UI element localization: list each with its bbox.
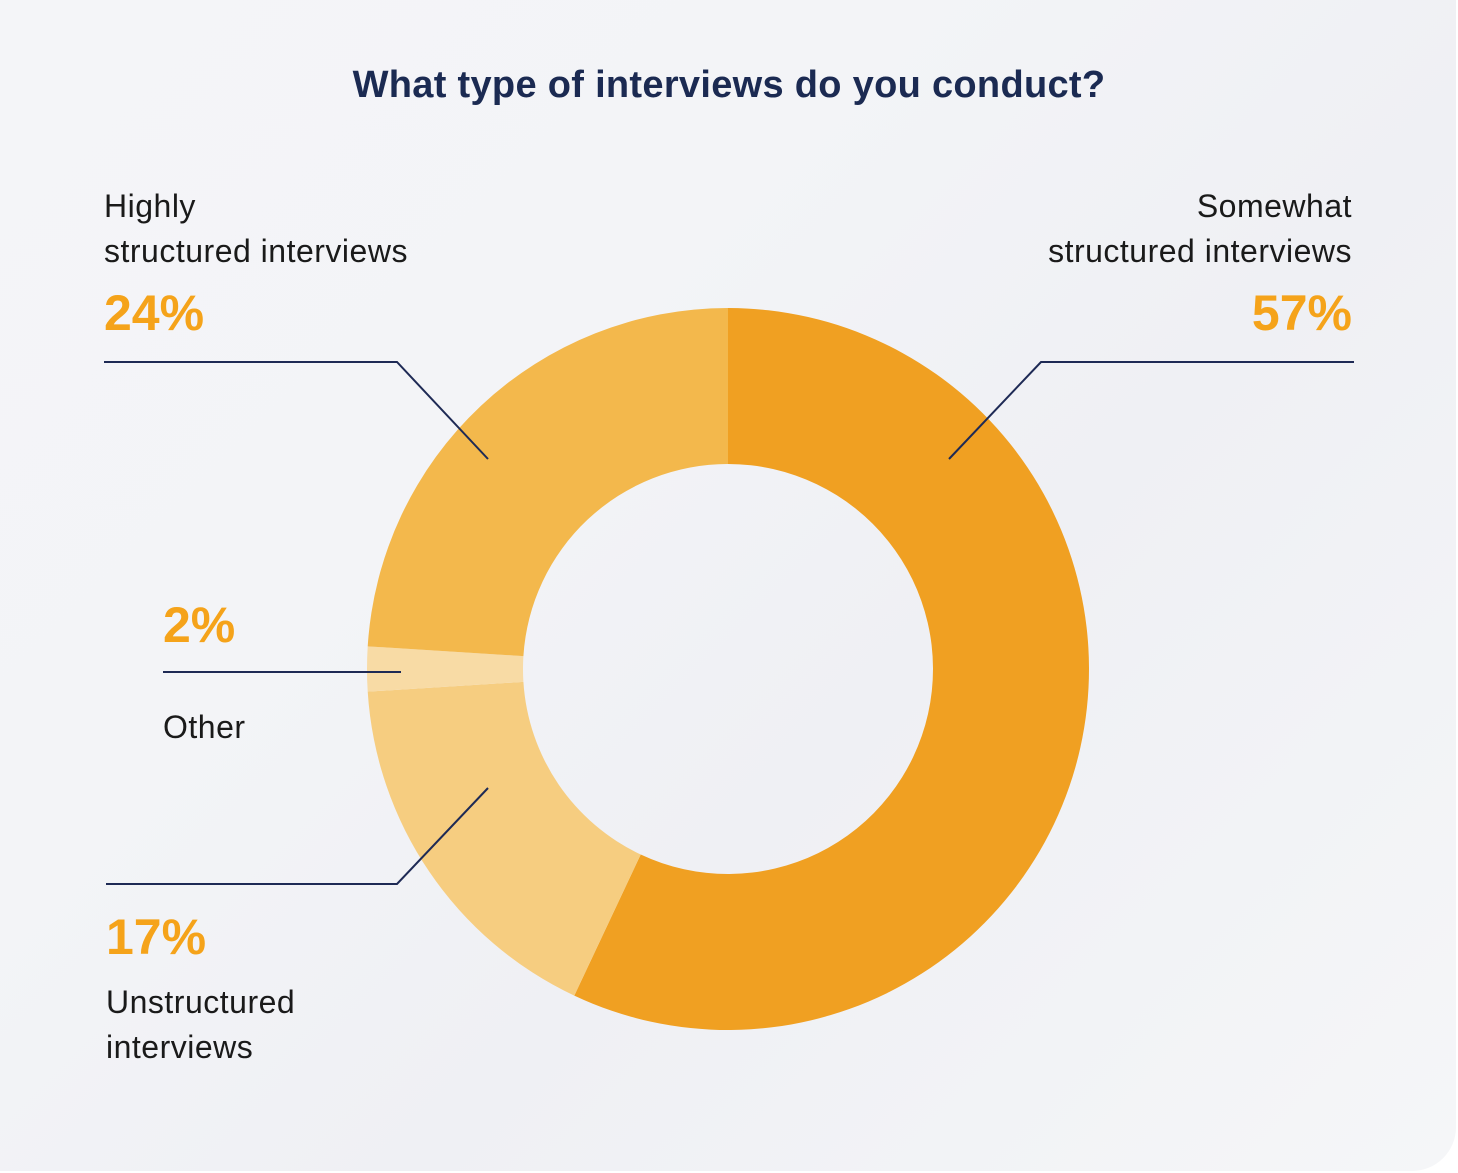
- label-somewhat-structured: Somewhat structured interviews: [1048, 184, 1352, 274]
- donut-slice-other: [366, 646, 524, 692]
- label-somewhat-line1: Somewhat: [1196, 188, 1352, 224]
- label-other: Other: [163, 709, 246, 745]
- pct-unstructured: 17%: [106, 909, 207, 965]
- donut-slices: [366, 308, 1090, 1030]
- donut-slice-highly-structured-interviews: [367, 308, 728, 657]
- pct-highly-structured: 24%: [104, 285, 205, 341]
- label-highly-structured: Highly structured interviews: [104, 184, 408, 274]
- label-unstructured-line2: interviews: [106, 1029, 254, 1065]
- pct-other: 2%: [163, 597, 236, 653]
- label-unstructured-line1: Unstructured: [106, 984, 296, 1020]
- label-highly-line2: structured interviews: [104, 233, 408, 269]
- donut-slice-somewhat-structured-interviews: [574, 308, 1090, 1030]
- donut-slice-unstructured-interviews: [367, 681, 641, 996]
- leader-line-somewhat: [948, 361, 1354, 460]
- label-unstructured: Unstructured interviews: [106, 980, 295, 1070]
- chart-title: What type of interviews do you conduct?: [352, 64, 1106, 106]
- label-somewhat-line2: structured interviews: [1048, 233, 1352, 269]
- leader-line-highly: [104, 361, 489, 460]
- label-highly-line1: Highly: [104, 188, 196, 224]
- pct-somewhat-structured: 57%: [1251, 285, 1352, 341]
- leader-line-unstructured: [106, 787, 489, 885]
